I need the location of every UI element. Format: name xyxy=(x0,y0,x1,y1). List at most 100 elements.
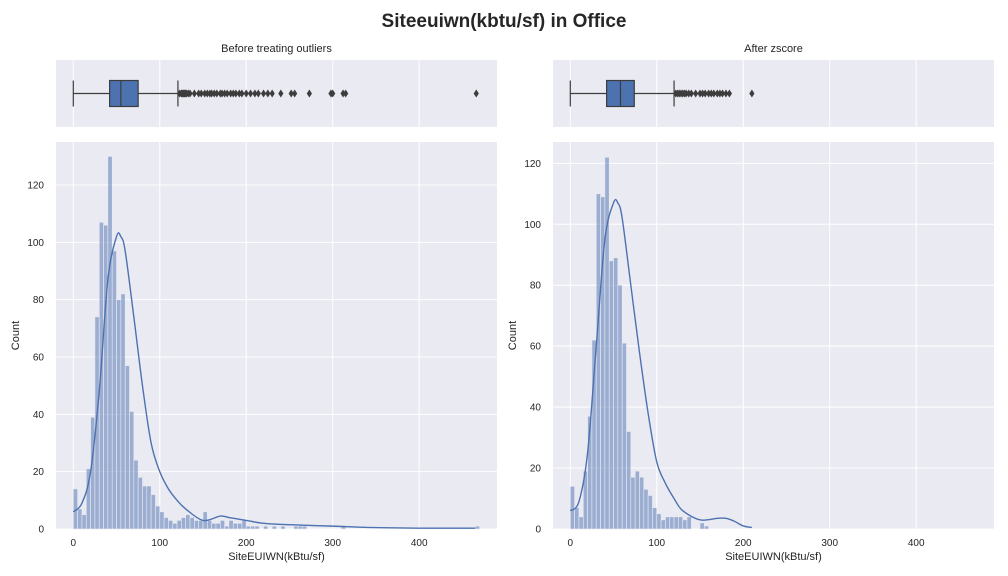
histogram-bar xyxy=(155,505,161,530)
outlier-point xyxy=(191,89,197,98)
histogram-bar xyxy=(215,522,221,530)
x-axis-label: SiteEUIWN(kBtu/sf) xyxy=(725,551,822,563)
x-tick-label: 300 xyxy=(821,538,838,549)
histogram-bar xyxy=(669,516,675,530)
y-tick-label: 60 xyxy=(530,342,542,353)
subplot-title: After zscore xyxy=(744,43,803,55)
x-tick-label: 0 xyxy=(568,538,574,549)
histogram-bar xyxy=(111,250,117,530)
outlier-point xyxy=(343,89,349,98)
figure-title: Siteeuiwn(kbtu/sf) in Office xyxy=(382,11,627,32)
histogram-bar xyxy=(271,525,277,530)
histogram-bar xyxy=(150,494,156,530)
histogram-bar xyxy=(103,224,109,530)
histogram-bar xyxy=(245,525,251,530)
x-axis-label: SiteEUIWN(kBtu/sf) xyxy=(228,551,325,563)
outlier-point xyxy=(749,89,755,98)
histogram-bar xyxy=(652,507,658,530)
x-tick-label: 100 xyxy=(648,538,665,549)
outlier-point xyxy=(255,89,261,98)
outlier-point xyxy=(693,89,699,98)
outlier-point xyxy=(711,89,717,98)
histogram-bar xyxy=(630,476,636,530)
histogram-bar xyxy=(211,522,217,530)
histogram-bar xyxy=(595,193,601,530)
kde-curve xyxy=(72,232,476,529)
histogram-bar xyxy=(293,525,299,530)
histogram-bar xyxy=(163,517,169,530)
histogram-bar xyxy=(569,486,575,530)
histogram-bar xyxy=(90,416,96,530)
histogram-bar xyxy=(634,470,640,530)
y-tick-label: 60 xyxy=(33,353,45,364)
outlier-point xyxy=(702,89,708,98)
x-tick-label: 100 xyxy=(151,538,168,549)
histogram-bar xyxy=(682,519,688,530)
histogram-bar xyxy=(142,485,148,530)
histogram-bar xyxy=(704,525,709,530)
y-tick-label: 40 xyxy=(530,403,542,414)
outlier-point xyxy=(265,89,271,98)
y-tick-label: 20 xyxy=(33,467,45,478)
histogram-bar xyxy=(647,495,653,530)
histogram-bar xyxy=(77,508,83,530)
x-tick-label: 400 xyxy=(908,538,925,549)
y-tick-label: 120 xyxy=(524,159,541,170)
y-tick-label: 100 xyxy=(27,238,44,249)
outlier-point xyxy=(723,89,729,98)
histogram-bar xyxy=(228,520,234,530)
histogram-bar xyxy=(686,516,692,530)
y-tick-label: 100 xyxy=(524,220,541,231)
histogram-bar xyxy=(578,516,584,530)
outlier-point xyxy=(239,89,245,98)
iqr-box xyxy=(109,79,139,108)
kde-curve xyxy=(569,198,753,529)
histogram-bar xyxy=(219,520,225,530)
outlier-point xyxy=(233,89,239,98)
histogram-bar xyxy=(250,525,256,530)
histogram-bar xyxy=(133,459,139,530)
histogram-bar xyxy=(137,477,143,530)
outlier-point xyxy=(198,89,204,98)
outlier-point xyxy=(224,89,230,98)
subplot-title: Before treating outliers xyxy=(221,43,332,55)
x-tick-label: 400 xyxy=(411,538,428,549)
histogram-bar xyxy=(660,519,666,530)
histogram-bar xyxy=(613,257,619,530)
subplot-2: After zscore 0 100 200 300 400 0 20 40 60 80 100 120… xyxy=(507,43,994,563)
x-tick-label: 0 xyxy=(71,538,77,549)
histogram-bar xyxy=(194,520,199,530)
y-tick-label: 20 xyxy=(530,464,542,475)
histogram-bar xyxy=(181,517,187,530)
histogram-bar xyxy=(129,411,135,530)
subplot-1: Before treating outliers 0 100 200 300 400 0 20… xyxy=(10,43,497,563)
outlier-point xyxy=(214,89,220,98)
outlier-point xyxy=(278,89,284,98)
x-tick-label: 300 xyxy=(324,538,341,549)
histogram-bar xyxy=(665,516,671,530)
histogram-bar xyxy=(673,516,679,530)
histogram-bar xyxy=(643,489,649,530)
histogram-bar xyxy=(302,525,308,530)
histogram-bar xyxy=(678,516,684,530)
histogram-bar xyxy=(232,522,238,530)
outlier-point xyxy=(247,89,254,98)
histogram-bar xyxy=(237,522,243,530)
y-axis-label: Count xyxy=(507,321,519,350)
outlier-point xyxy=(269,89,275,98)
histogram-bar xyxy=(280,525,286,530)
histogram-bar xyxy=(116,299,122,530)
histogram-bar xyxy=(185,514,191,530)
histogram-bar xyxy=(626,431,632,530)
outlier-point xyxy=(187,89,193,98)
x-tick-label: 200 xyxy=(735,538,752,549)
histogram-bar xyxy=(621,342,627,530)
histogram-bar xyxy=(146,485,152,530)
histogram-bar xyxy=(617,284,623,530)
histogram-bar xyxy=(639,476,645,530)
outlier-point xyxy=(688,89,694,98)
histogram-bar xyxy=(574,507,580,530)
outlier-point xyxy=(306,89,312,98)
histogram-bar xyxy=(172,522,178,530)
